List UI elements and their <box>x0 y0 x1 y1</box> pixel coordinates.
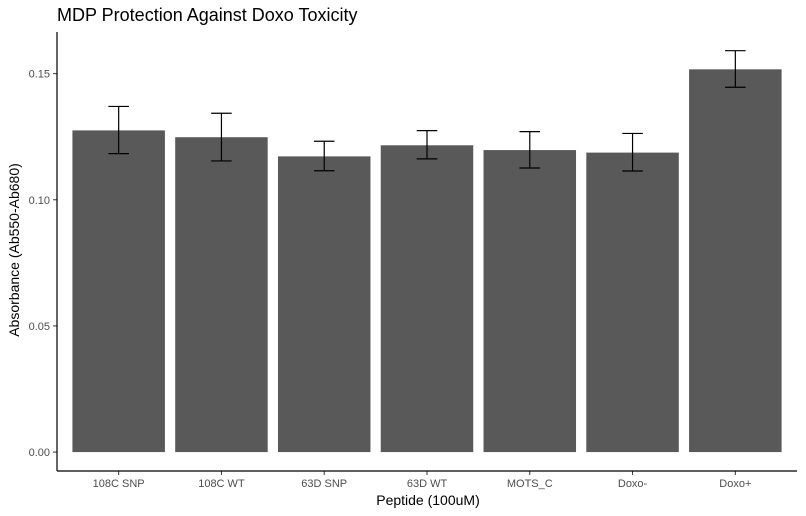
bar <box>175 137 268 453</box>
y-tick-label: 0.00 <box>29 447 50 459</box>
x-tick-label: Doxo- <box>618 478 648 490</box>
x-tick-label: Doxo+ <box>719 478 751 490</box>
chart-title: MDP Protection Against Doxo Toxicity <box>57 5 357 25</box>
bar <box>277 156 371 453</box>
x-tick-label: 63D WT <box>407 478 448 490</box>
y-tick-label: 0.10 <box>29 195 50 207</box>
bar <box>586 152 679 453</box>
plot-area: 108C SNP 108C WT 63D SNP 63D WT MOTS_C Doxo- D… <box>29 32 797 490</box>
bar <box>72 130 165 453</box>
y-tick-label: 0.15 <box>29 69 50 81</box>
x-tick-label: MOTS_C <box>507 478 553 490</box>
x-tick-label: 108C SNP <box>93 478 145 490</box>
y-tick-label: 0.05 <box>29 321 50 333</box>
x-tick-label: 63D SNP <box>301 478 347 490</box>
x-axis-title: Peptide (100uM) <box>376 492 480 508</box>
x-tick-label: 108C WT <box>198 478 245 490</box>
y-axis-title: Absorbance (Ab550-Ab680) <box>6 163 22 337</box>
bar <box>380 145 474 453</box>
bar <box>689 69 782 453</box>
bar <box>483 150 577 453</box>
